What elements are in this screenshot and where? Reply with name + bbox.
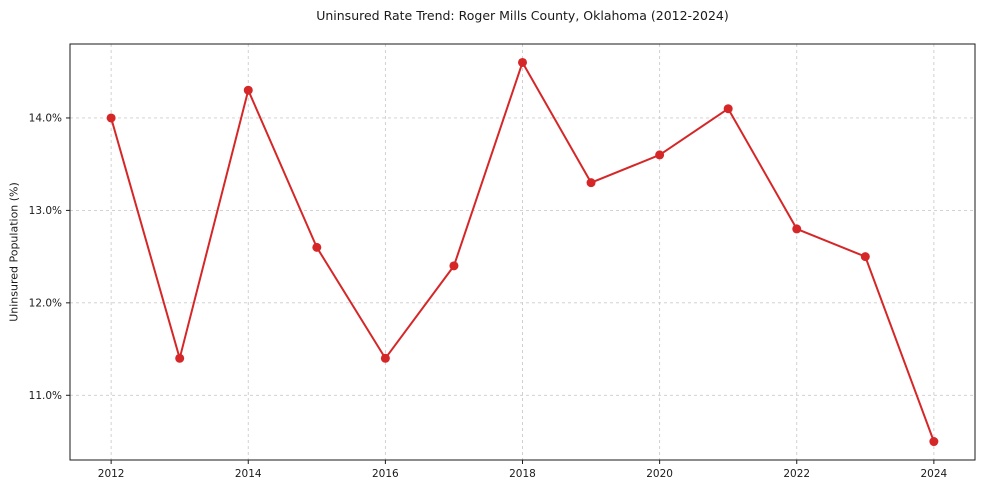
x-tick-label: 2020: [646, 468, 673, 480]
data-point-marker: [929, 437, 939, 447]
data-point-marker: [860, 252, 870, 262]
x-tick-label: 2012: [98, 468, 125, 480]
data-point-marker: [449, 261, 459, 271]
data-point-marker: [106, 113, 116, 123]
data-point-marker: [723, 104, 733, 114]
data-point-marker: [655, 150, 665, 160]
y-tick-label: 12.0%: [29, 297, 62, 309]
x-tick-label: 2014: [235, 468, 262, 480]
x-tick-label: 2018: [509, 468, 536, 480]
y-tick-label: 13.0%: [29, 205, 62, 217]
data-point-marker: [792, 224, 802, 234]
trend-line: [110, 61, 935, 443]
y-tick-label: 14.0%: [29, 112, 62, 124]
data-point-marker: [175, 353, 185, 363]
data-point-marker: [312, 242, 322, 252]
data-point-marker: [243, 85, 253, 95]
x-tick-label: 2022: [783, 468, 810, 480]
x-tick-label: 2024: [920, 468, 947, 480]
data-point-marker: [586, 178, 596, 188]
y-tick-label: 11.0%: [29, 390, 62, 402]
chart-title: Uninsured Rate Trend: Roger Mills County…: [316, 8, 729, 23]
data-point-marker: [518, 57, 527, 67]
data-point-marker: [380, 353, 390, 363]
x-tick-label: 2016: [372, 468, 399, 480]
